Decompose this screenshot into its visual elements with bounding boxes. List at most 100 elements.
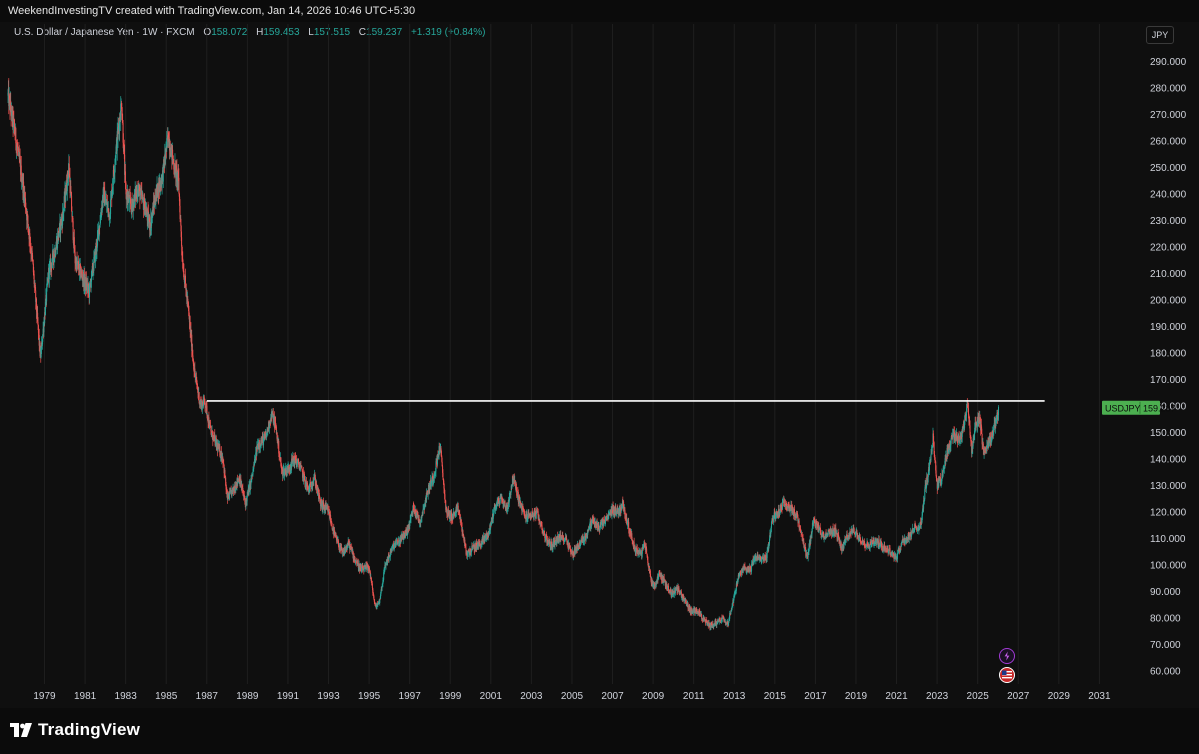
candle-body	[686, 603, 688, 605]
candle-body	[16, 145, 18, 151]
candle-body	[664, 579, 666, 583]
candle-body	[555, 537, 557, 539]
candle-body	[200, 403, 202, 408]
candle-body	[635, 549, 637, 553]
candle-body	[939, 477, 941, 484]
x-tick-label: 1999	[439, 691, 462, 702]
candle-body	[11, 107, 13, 117]
candle-body	[779, 508, 781, 515]
candle-body	[539, 519, 541, 523]
candle-body	[106, 203, 108, 211]
candle-body	[470, 552, 472, 554]
y-tick-label: 270.000	[1150, 110, 1187, 121]
candle-body	[953, 430, 955, 433]
candle-body	[670, 589, 672, 592]
candle-body	[219, 446, 221, 456]
currency-button[interactable]: JPY	[1146, 26, 1174, 44]
candle-body	[603, 519, 605, 525]
candle-body	[505, 505, 507, 511]
candle-body	[323, 502, 325, 509]
candle-body	[466, 552, 468, 555]
candle-body	[631, 533, 633, 540]
candle-body	[831, 530, 833, 535]
candle-body	[90, 271, 92, 282]
candle-body	[438, 446, 440, 453]
candle-body	[202, 401, 204, 405]
candle-body	[723, 618, 725, 622]
candle-body	[697, 610, 699, 613]
candle-body	[909, 534, 911, 536]
candle-body	[538, 515, 540, 521]
candle-body	[188, 315, 190, 323]
candle-body	[692, 610, 694, 613]
candle-body	[185, 283, 187, 291]
candle-body	[99, 215, 101, 224]
candle-body	[586, 533, 588, 538]
candle-body	[307, 486, 309, 490]
candle-body	[549, 541, 551, 546]
candle-body	[344, 549, 346, 553]
candle-body	[793, 509, 795, 517]
candle-body	[524, 512, 526, 515]
candle-body	[186, 293, 188, 302]
candle-body	[702, 618, 704, 621]
candle-body	[958, 436, 960, 441]
candle-body	[757, 554, 759, 557]
candle-body	[786, 506, 788, 508]
candle-body	[722, 615, 724, 617]
candle-body	[148, 220, 150, 224]
candle-body	[646, 548, 648, 554]
candle-body	[829, 532, 831, 535]
candle-body	[960, 433, 962, 435]
candle-body	[641, 553, 643, 556]
candle-body	[587, 530, 589, 533]
candle-body	[733, 599, 735, 603]
candle-body	[929, 458, 931, 462]
candle-body	[249, 481, 251, 491]
candle-body	[814, 520, 816, 524]
candle-body	[131, 199, 133, 206]
candle-body	[282, 469, 284, 476]
candle-body	[705, 622, 707, 624]
candle-body	[294, 455, 296, 464]
candle-body	[914, 524, 916, 527]
candle-body	[685, 599, 687, 602]
candle-body	[71, 195, 73, 211]
candle-body	[33, 272, 35, 275]
candle-body	[474, 544, 476, 549]
candle-body	[863, 541, 865, 545]
candle-body	[405, 530, 407, 538]
candle-body	[172, 159, 174, 163]
x-tick-label: 2019	[845, 691, 868, 702]
candle-body	[440, 451, 442, 457]
candle-body	[115, 157, 117, 159]
candle-body	[942, 471, 944, 476]
candle-body	[633, 542, 635, 550]
candle-body	[415, 509, 417, 514]
candle-body	[833, 532, 835, 535]
candle-body	[223, 464, 225, 474]
candle-body	[555, 537, 557, 545]
candle-body	[485, 536, 487, 538]
candle-body	[543, 530, 545, 535]
candle-body	[123, 146, 125, 155]
candle-body	[174, 163, 176, 165]
candle-body	[274, 421, 276, 423]
price-chart[interactable]: 1979 1981 1983 1985 1987 1989 1991 1993 1995 1997…	[0, 0, 1199, 708]
candle-body	[901, 540, 903, 542]
x-tick-label: 2007	[601, 691, 624, 702]
candle-body	[934, 456, 936, 461]
candle-body	[77, 261, 79, 264]
candle-body	[828, 530, 830, 532]
candle-body	[96, 237, 98, 248]
candle-body	[601, 520, 603, 522]
candle-body	[787, 506, 789, 508]
candle-body	[599, 526, 601, 530]
candle-body	[227, 493, 229, 497]
candle-body	[520, 501, 522, 504]
candle-body	[950, 440, 952, 446]
candle-body	[501, 497, 503, 501]
y-tick-label: 120.000	[1150, 507, 1187, 518]
candle-body	[234, 489, 236, 491]
candle-body	[169, 139, 171, 151]
